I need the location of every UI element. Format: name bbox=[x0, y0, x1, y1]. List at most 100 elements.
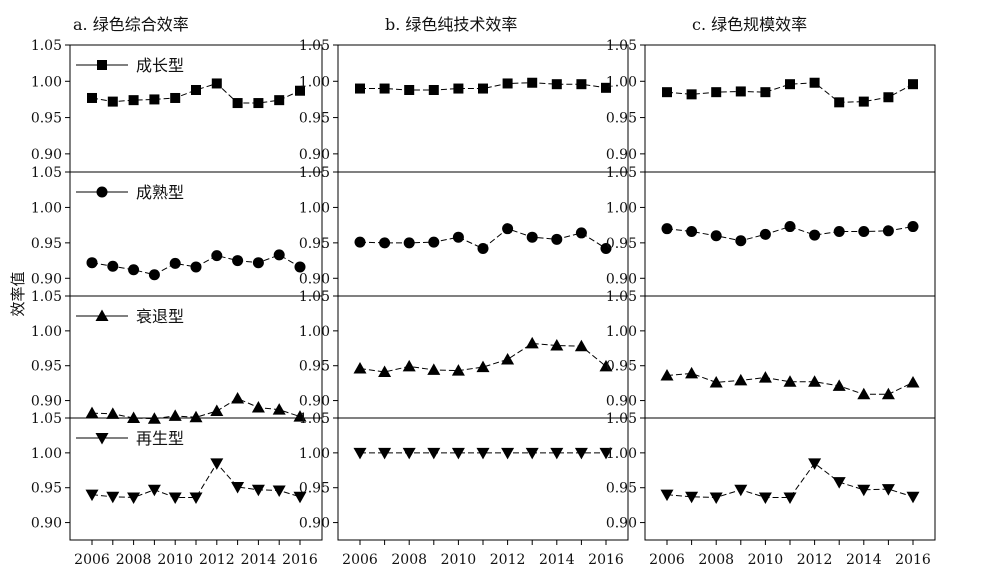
plot-frame bbox=[644, 417, 936, 541]
data-point bbox=[857, 484, 871, 497]
plot-frame bbox=[69, 171, 323, 297]
legend-marker bbox=[95, 433, 109, 445]
y-tick-label: 0.95 bbox=[299, 359, 330, 375]
y-tick-label: 0.90 bbox=[299, 394, 330, 410]
data-point bbox=[379, 83, 390, 94]
y-tick-label: 1.00 bbox=[606, 200, 637, 216]
plot-frame bbox=[69, 417, 323, 541]
data-point bbox=[378, 447, 392, 460]
data-point bbox=[251, 484, 265, 497]
y-tick-label: 1.05 bbox=[606, 289, 637, 305]
data-point bbox=[809, 77, 820, 88]
data-point bbox=[526, 231, 538, 243]
data-point bbox=[662, 87, 672, 98]
data-point bbox=[758, 371, 772, 383]
data-point bbox=[660, 489, 674, 502]
plot-frame bbox=[69, 295, 323, 419]
data-point bbox=[858, 96, 869, 107]
y-axis-label: 效率值 bbox=[9, 271, 27, 316]
data-point bbox=[87, 92, 97, 103]
data-point bbox=[525, 447, 539, 460]
data-point bbox=[451, 364, 465, 376]
data-point bbox=[211, 78, 222, 89]
legend-label: 成熟型 bbox=[136, 183, 184, 202]
data-point bbox=[451, 447, 465, 460]
series-line bbox=[666, 82, 914, 103]
y-tick-label: 1.05 bbox=[31, 165, 62, 181]
data-point bbox=[353, 447, 367, 460]
data-point bbox=[881, 484, 895, 496]
data-point bbox=[453, 83, 464, 94]
y-tick-label: 1.05 bbox=[31, 289, 62, 305]
y-tick-label: 0.95 bbox=[606, 111, 637, 127]
data-point bbox=[832, 477, 846, 489]
y-tick-label: 1.00 bbox=[31, 200, 62, 216]
y-tick-label: 0.90 bbox=[606, 394, 637, 410]
y-tick-label: 0.90 bbox=[606, 516, 637, 532]
y-tick-label: 1.05 bbox=[299, 38, 330, 54]
data-point bbox=[574, 339, 588, 352]
x-tick-label: 2016 bbox=[282, 552, 318, 568]
data-point bbox=[858, 226, 870, 238]
data-point bbox=[353, 362, 367, 374]
data-point bbox=[293, 410, 307, 422]
data-point bbox=[908, 79, 918, 90]
data-point bbox=[599, 447, 613, 460]
plot-frame bbox=[69, 44, 323, 173]
data-point bbox=[600, 243, 612, 255]
data-point bbox=[551, 233, 563, 245]
data-point bbox=[294, 261, 306, 273]
data-point bbox=[148, 269, 160, 281]
data-point bbox=[476, 447, 490, 460]
data-point bbox=[273, 249, 285, 261]
series-line bbox=[91, 82, 301, 104]
y-tick-label: 1.00 bbox=[606, 74, 637, 90]
data-point bbox=[210, 458, 224, 470]
y-tick-label: 1.00 bbox=[31, 74, 62, 90]
y-tick-label: 1.00 bbox=[31, 446, 62, 462]
x-tick-label: 2008 bbox=[391, 552, 427, 568]
y-tick-label: 0.95 bbox=[31, 236, 62, 252]
data-point bbox=[476, 360, 490, 373]
data-point bbox=[710, 230, 722, 242]
y-tick-label: 0.95 bbox=[31, 359, 62, 375]
y-tick-label: 0.95 bbox=[31, 481, 62, 497]
data-point bbox=[501, 352, 515, 365]
data-point bbox=[834, 97, 845, 108]
data-point bbox=[107, 260, 119, 272]
legend-label: 再生型 bbox=[136, 429, 184, 448]
data-point bbox=[882, 225, 894, 237]
x-tick-label: 2012 bbox=[199, 552, 235, 568]
data-point bbox=[232, 255, 244, 267]
x-tick-label: 2012 bbox=[797, 552, 833, 568]
data-point bbox=[550, 338, 564, 351]
data-point bbox=[760, 87, 771, 98]
x-tick-label: 2016 bbox=[895, 552, 931, 568]
data-point bbox=[551, 79, 562, 90]
data-point bbox=[686, 226, 698, 238]
data-point bbox=[106, 491, 120, 504]
series-line bbox=[360, 82, 607, 91]
data-point bbox=[272, 485, 286, 498]
data-point bbox=[428, 84, 439, 95]
data-point bbox=[272, 403, 286, 415]
data-point bbox=[735, 235, 747, 247]
series-line bbox=[91, 462, 301, 498]
data-point bbox=[883, 92, 894, 103]
data-point bbox=[734, 484, 748, 497]
data-point bbox=[525, 336, 539, 349]
y-tick-label: 0.95 bbox=[299, 111, 330, 127]
x-tick-label: 2012 bbox=[490, 552, 526, 568]
data-point bbox=[149, 94, 160, 105]
data-point bbox=[906, 375, 920, 388]
plot-frame bbox=[644, 44, 936, 173]
y-tick-label: 0.90 bbox=[299, 271, 330, 287]
y-tick-label: 0.90 bbox=[31, 271, 62, 287]
data-point bbox=[832, 379, 846, 391]
data-point bbox=[231, 482, 245, 494]
data-point bbox=[251, 401, 265, 413]
data-point bbox=[252, 257, 264, 269]
data-point bbox=[189, 410, 203, 423]
y-tick-label: 1.05 bbox=[606, 411, 637, 427]
